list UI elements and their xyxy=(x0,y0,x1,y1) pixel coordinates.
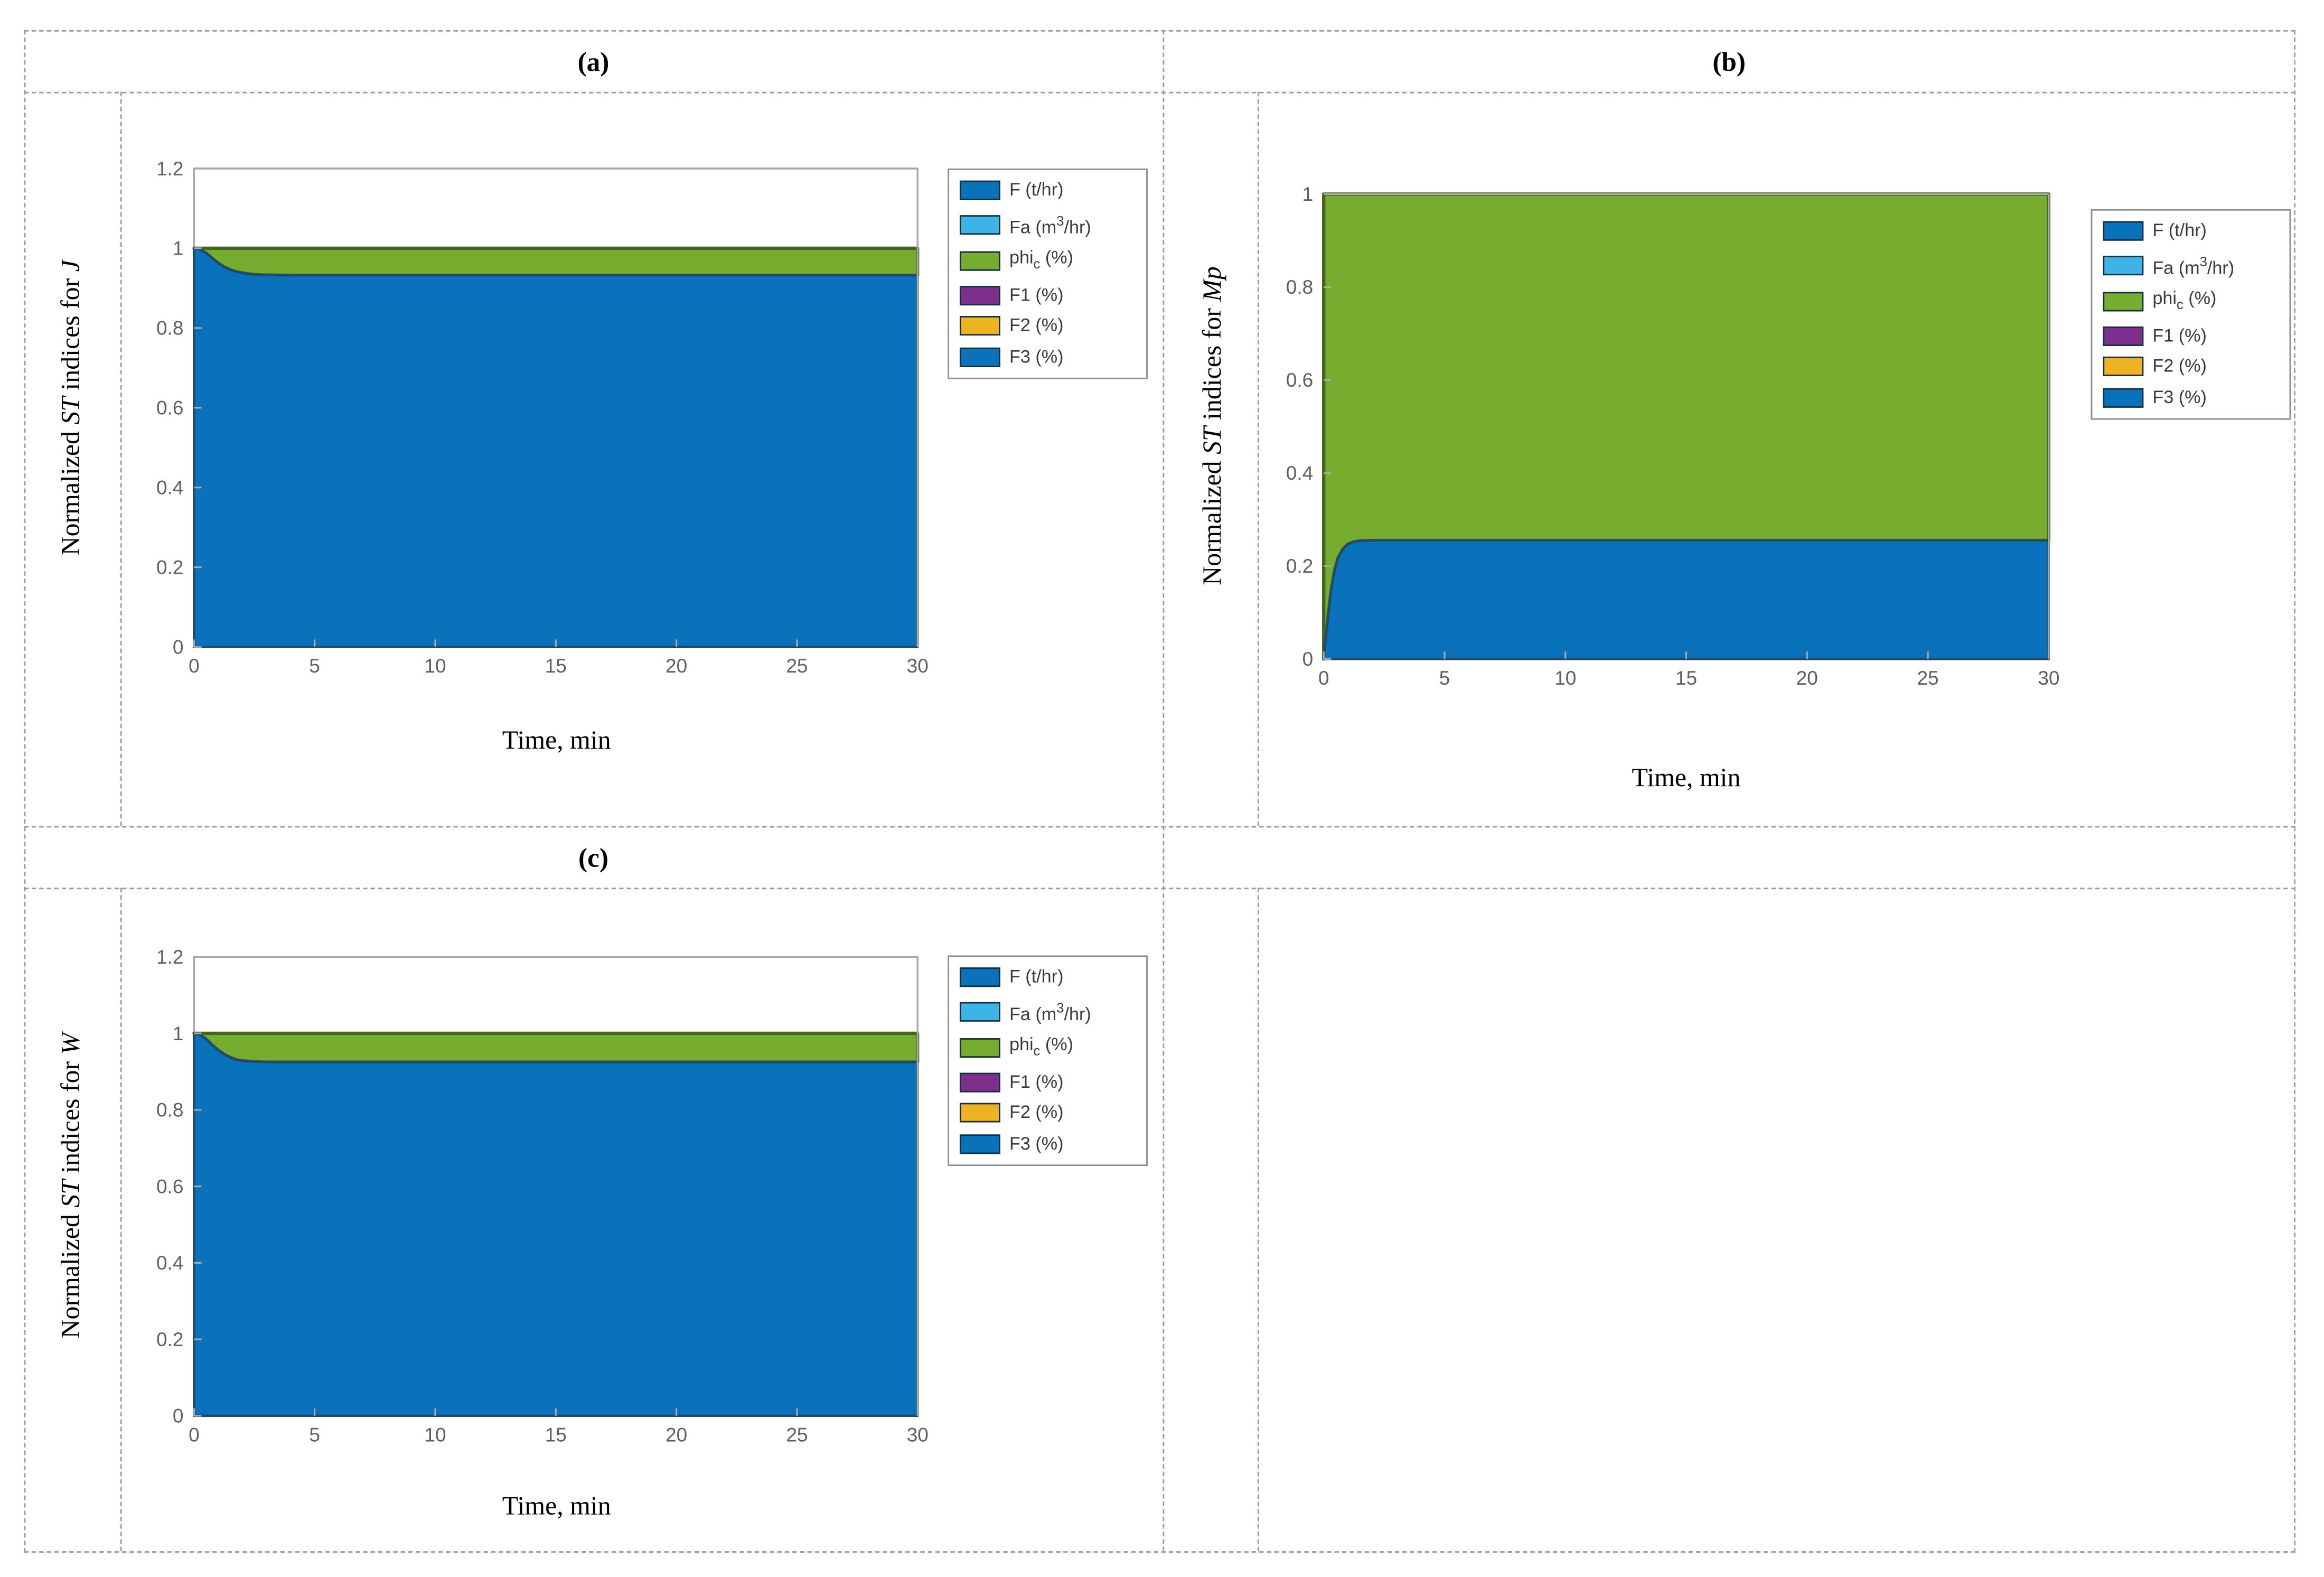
legend-label-Fa: Fa (m3/hr) xyxy=(1009,1000,1091,1024)
legend-row-F3: F3 (%) xyxy=(959,346,1134,367)
legend-label-F1: F1 (%) xyxy=(1009,284,1064,305)
y-axis-label-part: indices for xyxy=(54,1055,85,1180)
legend-row-Fa: Fa (m3/hr) xyxy=(959,211,1134,237)
legend-swatch-F3 xyxy=(959,1134,1000,1154)
table-row-divider-mid2 xyxy=(24,888,2295,890)
legend-label-F3: F3 (%) xyxy=(1009,1133,1064,1154)
legend-swatch-phi_c xyxy=(2103,292,2144,312)
legend-label-F1: F1 (%) xyxy=(2152,324,2207,346)
legend-label-Fa: Fa (m3/hr) xyxy=(2152,253,2235,278)
legend-label-F2: F2 (%) xyxy=(1009,1102,1064,1123)
legend-row-F2: F2 (%) xyxy=(2103,357,2277,377)
legend-swatch-Fa xyxy=(959,1001,1000,1021)
legend-row-F1: F1 (%) xyxy=(959,284,1134,305)
y-axis-label-part: ST xyxy=(54,1180,85,1208)
cell-border-right-bottom xyxy=(1257,888,1259,1552)
legend-a: F (t/hr) Fa (m3/hr) phic (%) F1 (%) F2 (%) F3… xyxy=(948,168,1148,379)
panel-title-a: (a) xyxy=(577,46,610,77)
legend-row-F: F (t/hr) xyxy=(959,966,1134,987)
legend-label-F1: F1 (%) xyxy=(1009,1071,1064,1093)
legend-row-F: F (t/hr) xyxy=(2103,219,2277,241)
cell-border-right-top xyxy=(1257,91,1259,826)
y-axis-label-c: Normalized ST indices for W xyxy=(55,1033,87,1339)
legend-c: F (t/hr) Fa (m3/hr) phic (%) F1 (%) F2 (%) F3… xyxy=(948,955,1148,1166)
legend-row-phi_c: phic (%) xyxy=(959,1033,1134,1061)
legend-row-Fa: Fa (m3/hr) xyxy=(2103,252,2277,277)
x-axis-label-b: Time, min xyxy=(1632,762,1741,792)
panel-title-b: (b) xyxy=(1712,46,1746,77)
legend-swatch-F xyxy=(959,180,1000,200)
legend-row-F1: F1 (%) xyxy=(959,1071,1134,1093)
legend-label-F3: F3 (%) xyxy=(2152,386,2207,408)
cell-border-left-bottom xyxy=(120,888,122,1552)
legend-swatch-F2 xyxy=(959,1103,1000,1123)
legend-row-phi_c: phic (%) xyxy=(2103,287,2277,315)
legend-row-Fa: Fa (m3/hr) xyxy=(959,999,1134,1024)
y-axis-label-part: ST xyxy=(54,397,85,425)
legend-swatch-Fa xyxy=(2103,255,2144,275)
legend-swatch-phi_c xyxy=(959,1038,1000,1058)
y-axis-label-part: Normalized xyxy=(54,424,85,556)
y-axis-label-part: Normalized xyxy=(1196,454,1227,585)
legend-label-F: F (t/hr) xyxy=(1009,179,1064,200)
legend-label-F: F (t/hr) xyxy=(2152,219,2207,241)
y-axis-label-b: Normalized ST indices for Mp xyxy=(1197,266,1229,585)
table-row-divider-top xyxy=(24,91,2295,94)
legend-swatch-F xyxy=(959,967,1000,987)
legend-row-phi_c: phic (%) xyxy=(959,247,1134,275)
legend-label-Fa: Fa (m3/hr) xyxy=(1009,212,1091,237)
legend-label-F3: F3 (%) xyxy=(1009,346,1064,367)
legend-row-F3: F3 (%) xyxy=(959,1133,1134,1154)
y-axis-label-part: Mp xyxy=(1196,266,1227,302)
y-axis-label-part: indices for xyxy=(54,272,85,397)
legend-swatch-phi_c xyxy=(959,251,1000,272)
legend-row-F2: F2 (%) xyxy=(959,315,1134,337)
legend-swatch-F xyxy=(2103,221,2144,241)
y-axis-label-part: indices for xyxy=(1196,301,1227,427)
x-axis-label-c: Time, min xyxy=(502,1490,611,1520)
legend-label-F2: F2 (%) xyxy=(1009,315,1064,337)
legend-row-F3: F3 (%) xyxy=(2103,386,2277,408)
y-axis-label-part: J xyxy=(54,260,85,272)
legend-row-F1: F1 (%) xyxy=(2103,324,2277,346)
legend-label-F2: F2 (%) xyxy=(2152,356,2207,377)
table-column-divider xyxy=(1163,30,1165,1552)
y-axis-label-part: ST xyxy=(1196,426,1227,454)
legend-label-phi_c: phic (%) xyxy=(1009,1033,1074,1059)
table-row-divider-mid1 xyxy=(24,826,2295,828)
cell-border-left-top xyxy=(120,91,122,826)
y-axis-label-a: Normalized ST indices for J xyxy=(55,260,87,555)
legend-swatch-F1 xyxy=(2103,326,2144,346)
legend-row-F: F (t/hr) xyxy=(959,179,1134,200)
legend-swatch-Fa xyxy=(959,214,1000,234)
legend-row-F2: F2 (%) xyxy=(959,1102,1134,1123)
legend-swatch-F2 xyxy=(959,316,1000,337)
x-axis-label-a: Time, min xyxy=(502,724,611,755)
legend-b: F (t/hr) Fa (m3/hr) phic (%) F1 (%) F2 (%) F3… xyxy=(2091,209,2291,420)
table-outer-border xyxy=(24,30,2295,1553)
y-axis-label-part: Normalized xyxy=(54,1207,85,1339)
legend-swatch-F3 xyxy=(959,347,1000,367)
legend-swatch-F3 xyxy=(2103,388,2144,408)
legend-swatch-F1 xyxy=(959,1072,1000,1093)
legend-swatch-F1 xyxy=(959,285,1000,305)
legend-label-phi_c: phic (%) xyxy=(1009,247,1074,272)
y-axis-label-part: W xyxy=(54,1032,85,1055)
legend-swatch-F2 xyxy=(2103,357,2144,377)
panel-title-c: (c) xyxy=(578,842,608,873)
legend-label-phi_c: phic (%) xyxy=(2152,287,2217,312)
legend-label-F: F (t/hr) xyxy=(1009,966,1064,987)
